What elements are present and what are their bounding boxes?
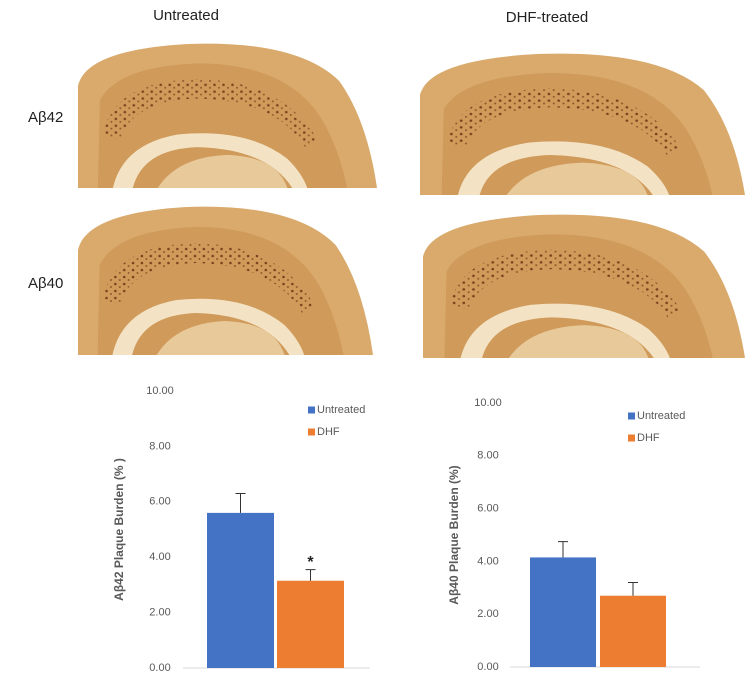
y-tick-label: 4.00	[477, 555, 498, 567]
error-bar	[235, 492, 246, 513]
y-tick-label: 8.00	[149, 440, 170, 452]
y-tick-label: 2.00	[477, 608, 498, 620]
tissue-image	[423, 214, 745, 358]
y-tick-label: 0.00	[477, 661, 498, 673]
legend-swatch	[628, 434, 635, 442]
legend-label: DHF	[317, 426, 340, 438]
column-label: DHF-treated	[506, 9, 589, 26]
y-tick-label: 0.00	[149, 662, 170, 674]
error-bar	[558, 541, 568, 558]
tissue-image	[78, 43, 377, 188]
legend-label: Untreated	[637, 410, 685, 422]
legend-swatch	[308, 406, 315, 414]
bar	[207, 512, 274, 668]
y-tick-label: 10.00	[146, 385, 174, 397]
y-axis-label: Aβ40 Plaque Burden (%)	[447, 465, 461, 604]
tissue-image	[78, 206, 373, 355]
y-tick-label: 6.00	[477, 503, 498, 515]
tissue-image	[420, 53, 745, 195]
y-tick-label: 10.00	[474, 397, 502, 409]
y-tick-label: 6.00	[149, 496, 170, 508]
legend-swatch	[628, 412, 635, 420]
y-tick-label: 2.00	[149, 607, 170, 619]
y-axis-label: Aβ42 Plaque Burden (% )	[112, 458, 126, 601]
annotation: *	[307, 554, 314, 571]
row-label: Aβ42	[28, 109, 63, 126]
legend-label: DHF	[637, 432, 660, 444]
legend-swatch	[308, 428, 315, 436]
y-tick-label: 4.00	[149, 551, 170, 563]
column-label: Untreated	[153, 7, 219, 24]
bar	[530, 557, 596, 667]
error-bar	[305, 569, 316, 581]
bar	[600, 595, 666, 667]
row-label: Aβ40	[28, 275, 63, 292]
bar	[277, 580, 344, 668]
y-tick-label: 8.00	[477, 450, 498, 462]
legend-label: Untreated	[317, 404, 365, 416]
error-bar	[628, 582, 638, 596]
